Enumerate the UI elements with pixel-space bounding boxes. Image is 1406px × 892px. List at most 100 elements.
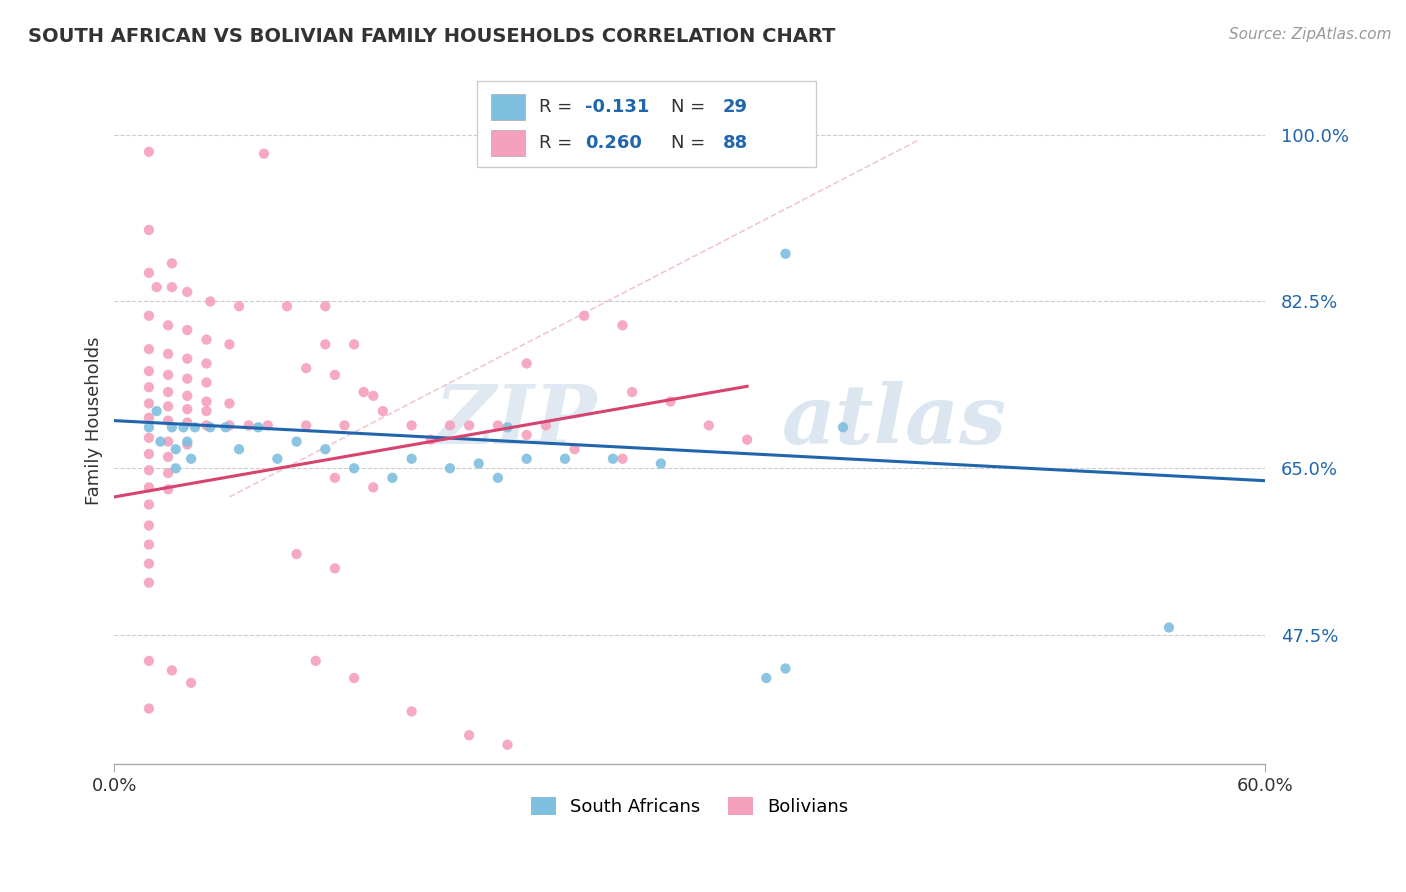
Point: [256, 418, 278, 433]
Point: [176, 351, 198, 366]
Point: [138, 557, 160, 571]
Point: [572, 309, 595, 323]
Point: [305, 654, 328, 668]
Point: [419, 433, 441, 447]
Text: N =: N =: [671, 98, 711, 116]
Point: [775, 661, 797, 675]
Point: [343, 461, 366, 475]
Point: [200, 420, 222, 434]
Point: [184, 420, 207, 434]
Point: [458, 728, 481, 742]
Point: [401, 705, 423, 719]
Point: [176, 323, 198, 337]
Point: [214, 420, 236, 434]
Point: [157, 466, 180, 480]
Point: [218, 337, 240, 351]
Point: [176, 389, 198, 403]
Point: [612, 318, 634, 333]
Point: [138, 447, 160, 461]
Point: [314, 337, 336, 351]
Point: [180, 451, 202, 466]
Point: [285, 547, 308, 561]
Point: [138, 701, 160, 715]
Point: [138, 480, 160, 494]
Point: [138, 266, 160, 280]
Point: [650, 457, 672, 471]
Point: [361, 480, 384, 494]
Point: [176, 434, 198, 449]
Point: [534, 418, 557, 433]
Point: [145, 404, 167, 418]
Point: [602, 451, 624, 466]
Point: [516, 428, 538, 442]
Point: [138, 364, 160, 378]
Text: R =: R =: [538, 134, 578, 152]
Point: [149, 434, 172, 449]
Point: [195, 404, 218, 418]
Point: [353, 384, 375, 399]
Point: [157, 450, 180, 464]
Point: [276, 299, 298, 313]
Point: [138, 396, 160, 410]
Point: [496, 420, 519, 434]
Point: [486, 418, 509, 433]
Point: [176, 285, 198, 299]
Text: atlas: atlas: [782, 381, 1007, 460]
Point: [333, 418, 356, 433]
Point: [157, 483, 180, 497]
Point: [735, 433, 758, 447]
Point: [165, 461, 187, 475]
Point: [285, 434, 308, 449]
Point: [401, 418, 423, 433]
Point: [195, 418, 218, 433]
Text: N =: N =: [671, 134, 711, 152]
Point: [323, 561, 346, 575]
Point: [160, 420, 183, 434]
Text: R =: R =: [538, 98, 578, 116]
Point: [157, 347, 180, 361]
Point: [165, 442, 187, 457]
Point: [172, 420, 194, 434]
Point: [832, 420, 855, 434]
Point: [295, 418, 318, 433]
Bar: [491, 94, 524, 120]
Point: [176, 416, 198, 430]
Point: [467, 457, 489, 471]
Point: [228, 442, 250, 457]
Point: [157, 384, 180, 399]
Point: [157, 400, 180, 414]
Point: [247, 420, 270, 434]
Point: [157, 414, 180, 428]
Point: [775, 247, 797, 261]
Point: [160, 280, 183, 294]
Point: [157, 434, 180, 449]
Text: ZIP: ZIP: [434, 381, 598, 460]
Text: 0.260: 0.260: [585, 134, 641, 152]
Point: [200, 294, 222, 309]
Point: [157, 368, 180, 382]
Point: [612, 451, 634, 466]
Point: [401, 451, 423, 466]
Point: [138, 431, 160, 445]
Point: [138, 309, 160, 323]
Point: [323, 368, 346, 382]
Point: [361, 389, 384, 403]
Point: [138, 537, 160, 551]
Point: [138, 498, 160, 512]
Legend: South Africans, Bolivians: South Africans, Bolivians: [523, 789, 856, 823]
Point: [138, 410, 160, 425]
Point: [138, 420, 160, 434]
Point: [659, 394, 682, 409]
Point: [218, 396, 240, 410]
Point: [516, 451, 538, 466]
Point: [564, 442, 586, 457]
Point: [138, 518, 160, 533]
Point: [439, 461, 461, 475]
Y-axis label: Family Households: Family Households: [86, 336, 103, 505]
Point: [314, 299, 336, 313]
Text: Source: ZipAtlas.com: Source: ZipAtlas.com: [1229, 27, 1392, 42]
Point: [138, 223, 160, 237]
Point: [145, 280, 167, 294]
Point: [176, 372, 198, 386]
Point: [295, 361, 318, 376]
